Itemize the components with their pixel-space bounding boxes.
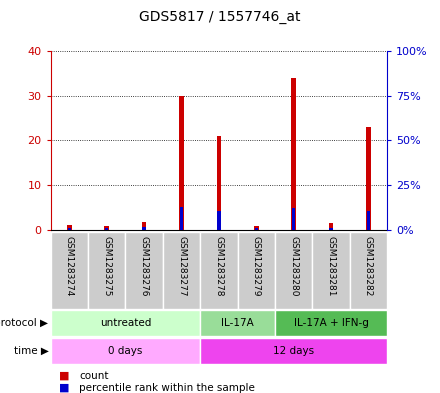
Text: GSM1283276: GSM1283276 <box>139 236 149 296</box>
Text: IL-17A: IL-17A <box>221 318 254 328</box>
Text: ■: ■ <box>59 371 70 381</box>
Bar <box>200 232 238 309</box>
Bar <box>366 127 371 230</box>
Bar <box>238 232 275 309</box>
Bar <box>67 226 72 230</box>
Bar <box>180 207 183 230</box>
Text: GSM1283278: GSM1283278 <box>214 236 224 296</box>
Bar <box>254 228 258 230</box>
Bar <box>217 211 221 230</box>
Bar <box>179 96 184 230</box>
Bar <box>200 338 387 364</box>
Bar <box>51 232 88 309</box>
Bar <box>329 223 334 230</box>
Text: GSM1283282: GSM1283282 <box>364 236 373 296</box>
Text: IL-17A + IFN-g: IL-17A + IFN-g <box>293 318 369 328</box>
Text: GSM1283277: GSM1283277 <box>177 236 186 296</box>
Bar <box>291 78 296 230</box>
Bar <box>292 208 296 230</box>
Bar <box>125 232 163 309</box>
Bar <box>163 232 200 309</box>
Text: GDS5817 / 1557746_at: GDS5817 / 1557746_at <box>139 10 301 24</box>
Bar <box>216 136 221 230</box>
Bar <box>200 310 275 336</box>
Text: untreated: untreated <box>100 318 151 328</box>
Text: GSM1283279: GSM1283279 <box>252 236 261 296</box>
Text: GSM1283281: GSM1283281 <box>326 236 336 296</box>
Bar <box>312 232 350 309</box>
Text: time ▶: time ▶ <box>14 346 48 356</box>
Text: count: count <box>79 371 109 381</box>
Bar <box>350 232 387 309</box>
Bar <box>105 228 109 230</box>
Text: 0 days: 0 days <box>108 346 143 356</box>
Bar <box>329 228 333 230</box>
Text: protocol ▶: protocol ▶ <box>0 318 48 328</box>
Bar <box>367 211 370 230</box>
Text: GSM1283275: GSM1283275 <box>102 236 111 296</box>
Bar <box>67 228 71 230</box>
Bar <box>142 222 147 230</box>
Text: GSM1283274: GSM1283274 <box>65 236 74 296</box>
Bar <box>142 227 146 230</box>
Bar <box>254 226 259 230</box>
Bar <box>88 232 125 309</box>
Text: 12 days: 12 days <box>273 346 314 356</box>
Text: ■: ■ <box>59 383 70 393</box>
Text: percentile rank within the sample: percentile rank within the sample <box>79 383 255 393</box>
Bar <box>51 338 200 364</box>
Text: GSM1283280: GSM1283280 <box>289 236 298 296</box>
Bar <box>51 310 200 336</box>
Bar <box>275 232 312 309</box>
Bar <box>104 226 109 230</box>
Bar <box>275 310 387 336</box>
